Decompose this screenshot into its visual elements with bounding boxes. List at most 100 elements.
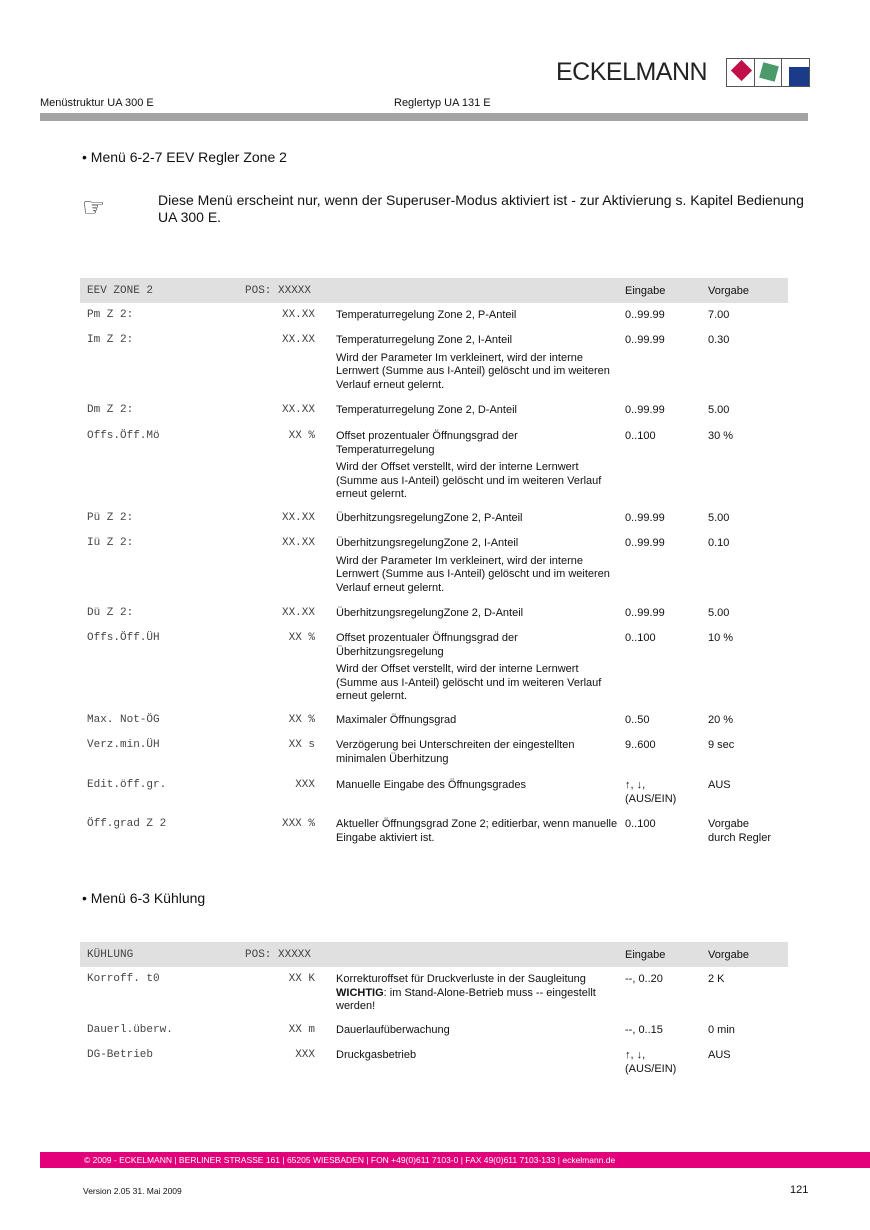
param-description: Druckgasbetrieb — [336, 1049, 618, 1067]
param-eingabe: 0..100 — [625, 430, 656, 442]
param-name: Edit.öff.gr. — [87, 779, 167, 791]
param-description: Temperaturregelung Zone 2, P-Anteil — [336, 309, 618, 327]
pointing-hand-icon: ☞ — [82, 192, 106, 222]
bullet: • — [82, 149, 87, 165]
param-vorgabe: 5.00 — [708, 404, 730, 416]
description-note: WICHTIG: im Stand-Alone-Betrieb muss -- … — [336, 987, 618, 1014]
param-eingabe: --, 0..15 — [625, 1024, 663, 1036]
param-eingabe: 0..100 — [625, 632, 656, 644]
description-paragraph: Korrekturoffset für Druckverluste in der… — [336, 973, 586, 985]
param-eingabe: 0..99.99 — [625, 309, 665, 321]
param-value: XX m — [288, 1024, 315, 1036]
param-name: Pm Z 2: — [87, 309, 134, 321]
param-name: Korroff. t0 — [87, 973, 160, 985]
param-description: Temperaturregelung Zone 2, I-Anteil Wird … — [336, 334, 618, 396]
param-eingabe: --, 0..20 — [625, 973, 663, 985]
description-paragraph: Manuelle Eingabe des Öffnungsgrades — [336, 779, 526, 791]
param-vorgabe: 10 % — [708, 632, 734, 644]
param-value: XXX — [295, 779, 315, 791]
param-description: Offset prozentualer Öffnungsgrad der Tem… — [336, 430, 618, 506]
table1-header: EEV ZONE 2 POS: XXXXX Eingabe Vorgabe — [80, 278, 788, 303]
description-paragraph: Druckgasbetrieb — [336, 1049, 417, 1061]
param-eingabe: 0..99.99 — [625, 607, 665, 619]
note-text: Diese Menü erscheint nur, wenn der Super… — [158, 192, 804, 225]
col-vorgabe: Vorgabe — [708, 949, 749, 961]
footer-address: © 2009 - ECKELMANN | BERLINER STRASSE 16… — [40, 1152, 870, 1168]
param-description: ÜberhitzungsregelungZone 2, D-Anteil — [336, 607, 618, 625]
section-heading-2: • Menü 6-3 Kühlung — [82, 890, 205, 906]
param-value: XX % — [288, 714, 315, 726]
param-vorgabe: 0.10 — [708, 537, 730, 549]
table-title: EEV ZONE 2 — [87, 285, 154, 297]
param-value: XX % — [288, 632, 315, 644]
param-value: XX.XX — [281, 607, 315, 619]
param-description: ÜberhitzungsregelungZone 2, I-Anteil Wird… — [336, 537, 618, 599]
description-paragraph: ÜberhitzungsregelungZone 2, D-Anteil — [336, 607, 524, 619]
param-value: XX % — [288, 430, 315, 442]
param-value: XX.XX — [281, 537, 315, 549]
param-vorgabe: AUS — [708, 779, 731, 791]
table-title: KÜHLUNG — [87, 949, 134, 961]
param-description: Dauerlaufüberwachung — [336, 1024, 618, 1042]
param-value: XXX — [295, 1049, 315, 1061]
param-value: XX K — [288, 973, 315, 985]
param-eingabe: 9..600 — [625, 739, 656, 751]
header-center: Reglertyp UA 131 E — [394, 97, 491, 109]
param-vorgabe: 0.30 — [708, 334, 730, 346]
param-description: ÜberhitzungsregelungZone 2, P-Anteil — [336, 512, 618, 530]
param-value: XX.XX — [281, 404, 315, 416]
param-name: Dm Z 2: — [87, 404, 134, 416]
param-vorgabe: 2 K — [708, 973, 725, 985]
param-description: Temperaturregelung Zone 2, D-Anteil — [336, 404, 618, 422]
description-paragraph: Temperaturregelung Zone 2, D-Anteil — [336, 404, 517, 416]
description-paragraph: Dauerlaufüberwachung — [336, 1024, 450, 1036]
section-title: Menü 6-3 Kühlung — [90, 890, 206, 906]
param-vorgabe: 0 min — [708, 1024, 735, 1036]
param-eingabe: 0..99.99 — [625, 537, 665, 549]
description-paragraph: Maximaler Öffnungsgrad — [336, 714, 457, 726]
section-heading-1: • Menü 6-2-7 EEV Regler Zone 2 — [82, 149, 287, 165]
col-eingabe: Eingabe — [625, 285, 666, 297]
param-vorgabe: 9 sec — [708, 739, 735, 751]
param-description: Korrekturoffset für Druckverluste in der… — [336, 973, 618, 1014]
description-paragraph: Verzögerung bei Unterschreiten der einge… — [336, 739, 575, 765]
param-description: Maximaler Öffnungsgrad — [336, 714, 618, 732]
description-paragraph: Offset prozentualer Öffnungsgrad der Übe… — [336, 632, 518, 658]
param-name: Verz.min.ÜH — [87, 739, 160, 751]
param-name: Pü Z 2: — [87, 512, 134, 524]
description-paragraph: Wird der Parameter Im verkleinert, wird … — [336, 554, 610, 594]
param-vorgabe: Vorgabe durch Regler — [708, 818, 771, 844]
param-value: XX.XX — [281, 309, 315, 321]
param-eingabe: 0..99.99 — [625, 404, 665, 416]
param-description: Verzögerung bei Unterschreiten der einge… — [336, 739, 618, 770]
param-value: XXX % — [281, 818, 315, 830]
param-name: Dü Z 2: — [87, 607, 134, 619]
param-name: Offs.Öff.ÜH — [87, 632, 160, 644]
param-vorgabe: 20 % — [708, 714, 734, 726]
param-eingabe: ↑, ↓, (AUS/EIN) — [625, 779, 677, 805]
param-vorgabe: 5.00 — [708, 512, 730, 524]
description-paragraph: Offset prozentualer Öffnungsgrad der Tem… — [336, 430, 518, 456]
footer-version: Version 2.05 31. Mai 2009 — [83, 1186, 182, 1196]
eckelmann-logo-text: ECKELMANN — [556, 58, 708, 86]
header-left: Menüstruktur UA 300 E — [40, 97, 154, 109]
param-name: Dauerl.überw. — [87, 1024, 173, 1036]
col-eingabe: Eingabe — [625, 949, 666, 961]
param-description: Aktueller Öffnungsgrad Zone 2; editierba… — [336, 818, 618, 849]
description-paragraph: ÜberhitzungsregelungZone 2, P-Anteil — [336, 512, 523, 524]
col-vorgabe: Vorgabe — [708, 285, 749, 297]
param-eingabe: ↑, ↓, (AUS/EIN) — [625, 1049, 677, 1075]
table-pos: POS: XXXXX — [245, 949, 312, 961]
param-name: Offs.Öff.Mö — [87, 430, 160, 442]
header-divider — [40, 113, 808, 121]
param-description: Offset prozentualer Öffnungsgrad der Übe… — [336, 632, 618, 708]
description-paragraph: Wird der Offset verstellt, wird der inte… — [336, 461, 602, 500]
param-name: Öff.grad Z 2 — [87, 818, 167, 830]
table2-header: KÜHLUNG POS: XXXXX Eingabe Vorgabe — [80, 942, 788, 967]
param-name: Im Z 2: — [87, 334, 134, 346]
page-number: 121 — [790, 1184, 809, 1196]
description-paragraph: Wird der Offset verstellt, wird der inte… — [336, 663, 602, 702]
param-vorgabe: AUS — [708, 1049, 731, 1061]
param-vorgabe: 7.00 — [708, 309, 730, 321]
